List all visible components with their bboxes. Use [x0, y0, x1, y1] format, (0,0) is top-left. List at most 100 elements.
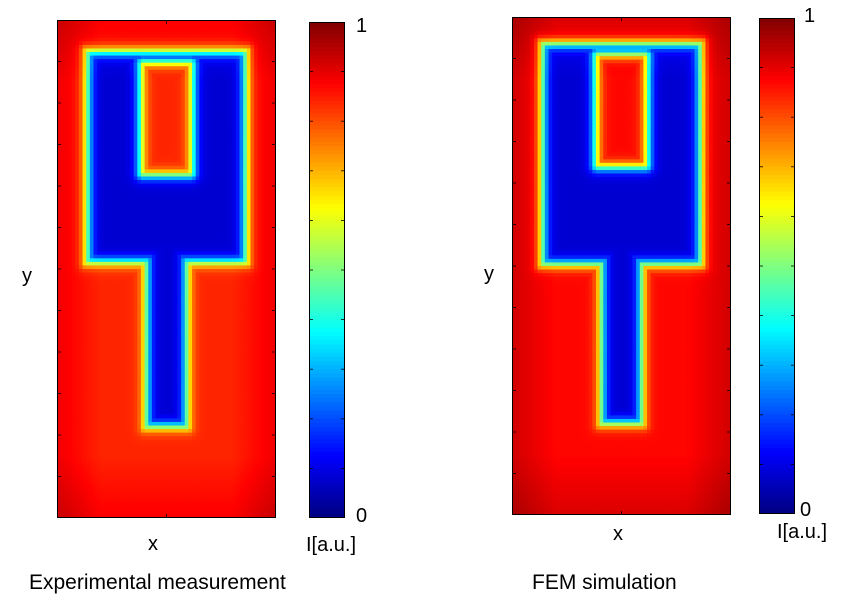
heatmap-cell [181, 304, 186, 309]
heatmap-cell [195, 215, 200, 220]
heatmap-cell [122, 148, 127, 153]
heatmap-cell [195, 140, 200, 146]
heatmap-cell [213, 261, 219, 267]
heatmap-cell [177, 148, 182, 153]
heatmap-cell [89, 190, 95, 195]
heatmap-cell [89, 66, 95, 71]
heatmap-cell [162, 201, 168, 206]
heatmap-cell [173, 222, 179, 227]
heatmap-cell [272, 151, 276, 156]
heatmap-cell [144, 286, 149, 291]
heatmap-cell [115, 80, 120, 85]
heatmap-cell [203, 148, 208, 153]
heatmap-cell [184, 276, 189, 281]
heatmap-cell [239, 308, 244, 313]
heatmap-cell [265, 66, 270, 71]
heatmap-cell [64, 165, 69, 170]
heatmap-cell [64, 30, 69, 35]
heatmap-cell [151, 98, 157, 103]
heatmap-cell [173, 165, 179, 170]
heatmap-cell [268, 66, 273, 71]
heatmap-cell [173, 101, 179, 106]
heatmap-cell [137, 101, 142, 106]
heatmap-cell [232, 308, 237, 313]
heatmap-cell [235, 55, 241, 60]
heatmap-cell [250, 59, 255, 64]
heatmap-cell [119, 73, 124, 78]
heatmap-cell [133, 140, 138, 146]
heatmap-cell [155, 265, 160, 270]
heatmap-cell [206, 52, 211, 57]
heatmap-cell [228, 169, 233, 174]
heatmap-cell [232, 226, 237, 231]
heatmap-cell [82, 37, 87, 42]
heatmap-cell [140, 226, 146, 231]
heatmap-cell [217, 297, 222, 302]
heatmap-cell [57, 151, 62, 156]
heatmap-cell [89, 165, 95, 170]
heatmap-cell [119, 304, 124, 309]
heatmap-cell [57, 87, 62, 92]
heatmap-cell [93, 84, 98, 89]
heatmap-cell [111, 297, 116, 302]
heatmap-cell [268, 279, 273, 284]
heatmap-cell [268, 41, 273, 46]
heatmap-cell [203, 215, 208, 220]
heatmap-cell [108, 304, 113, 309]
heatmap-cell [177, 23, 182, 28]
heatmap-cell [272, 23, 276, 28]
heatmap-cell [119, 283, 124, 288]
heatmap-cell [111, 151, 116, 156]
heatmap-cell [243, 240, 248, 245]
heatmap-cell [67, 236, 73, 242]
heatmap-cell [100, 208, 106, 213]
heatmap-cell [243, 151, 248, 156]
heatmap-cell [140, 244, 146, 249]
heatmap-cell [203, 304, 208, 309]
heatmap-cell [75, 219, 80, 224]
heatmap-cell [119, 140, 124, 146]
heatmap-cell [203, 130, 208, 135]
heatmap-cell [155, 98, 160, 103]
heatmap-cell [78, 244, 84, 249]
heatmap-cell [184, 304, 189, 309]
heatmap-cell [250, 116, 255, 121]
heatmap-cell [75, 73, 80, 78]
heatmap-cell [206, 151, 211, 156]
heatmap-cell [170, 76, 175, 82]
heatmap-cell [148, 254, 153, 259]
heatmap-cell [246, 73, 252, 78]
heatmap-cell [239, 59, 244, 64]
heatmap-cell [151, 30, 157, 35]
heatmap-cell [78, 183, 84, 188]
heatmap-cell [184, 194, 189, 199]
heatmap-cell [192, 254, 197, 259]
heatmap-cell [199, 165, 204, 170]
heatmap-cell [188, 308, 193, 313]
heatmap-cell [119, 66, 124, 71]
heatmap-cell [265, 112, 270, 117]
heatmap-cell [228, 30, 233, 35]
heatmap-cell [97, 269, 102, 274]
heatmap-cell [181, 101, 186, 106]
heatmap-cell [265, 301, 270, 306]
heatmap-cell [67, 176, 73, 181]
heatmap-cell [78, 130, 84, 135]
heatmap-cell [151, 55, 157, 60]
heatmap-cell [170, 293, 175, 299]
heatmap-cell [228, 226, 233, 231]
heatmap-cell [203, 219, 208, 224]
heatmap-cell [228, 279, 233, 284]
heatmap-cell [239, 116, 244, 121]
heatmap-cell [159, 215, 164, 220]
heatmap-cell [173, 187, 179, 192]
heatmap-cell [130, 197, 135, 203]
heatmap-cell [192, 148, 197, 153]
heatmap-cell [67, 293, 73, 299]
heatmap-cell [133, 290, 138, 295]
heatmap-cell [126, 94, 131, 99]
heatmap-cell [173, 279, 179, 284]
heatmap-cell [57, 222, 62, 227]
heatmap-cell [173, 308, 179, 313]
heatmap-cell [265, 30, 270, 35]
